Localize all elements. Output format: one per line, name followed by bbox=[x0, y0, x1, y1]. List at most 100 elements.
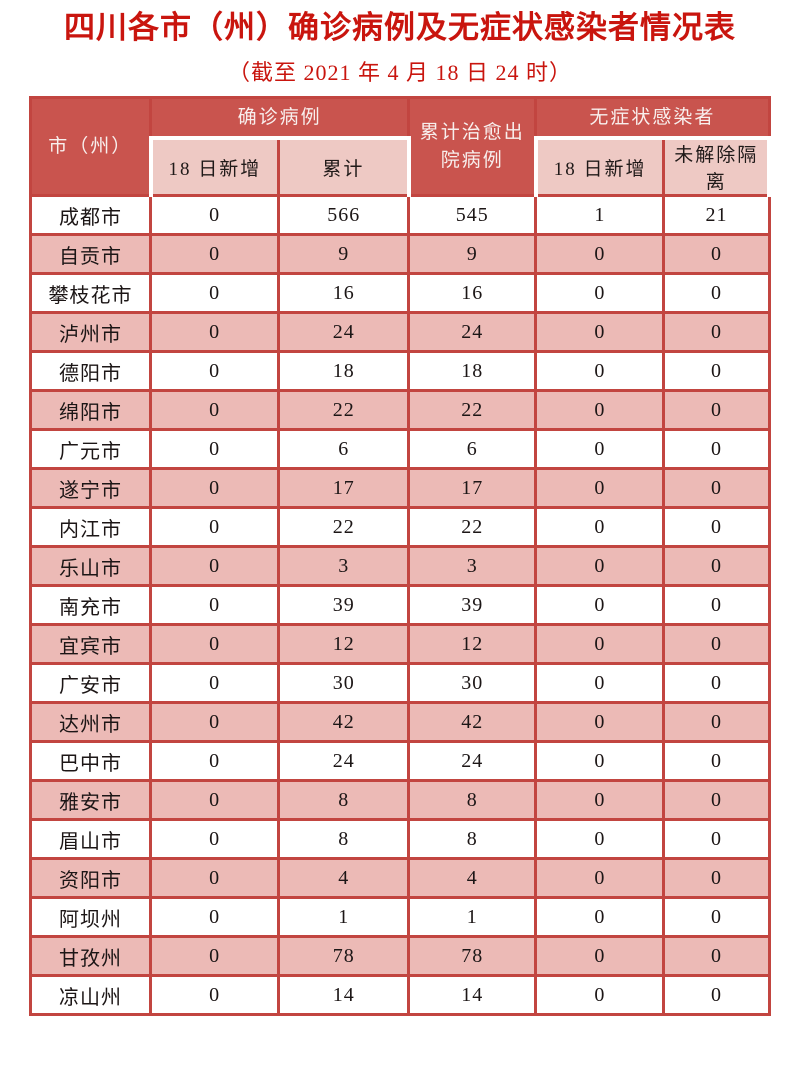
confirmed-total-cell: 39 bbox=[277, 584, 411, 627]
asym-new-cell: 0 bbox=[534, 740, 666, 783]
asym-quar-cell: 0 bbox=[662, 935, 771, 978]
cured-cell: 78 bbox=[407, 935, 538, 978]
asym-quar-cell: 0 bbox=[662, 350, 771, 393]
city-cell: 德阳市 bbox=[28, 350, 153, 393]
table-row: 乐山市 0 3 3 0 0 bbox=[28, 545, 771, 588]
confirmed-new-cell: 0 bbox=[149, 662, 281, 705]
table-row: 阿坝州 0 1 1 0 0 bbox=[28, 896, 771, 939]
cured-cell: 24 bbox=[407, 311, 538, 354]
confirmed-total-cell: 42 bbox=[277, 701, 411, 744]
cured-cell: 8 bbox=[407, 818, 538, 861]
confirmed-total-cell: 16 bbox=[277, 272, 411, 315]
asym-new-cell: 0 bbox=[534, 701, 666, 744]
asym-quar-cell: 0 bbox=[662, 818, 771, 861]
table-body: 成都市 0 566 545 1 21 自贡市 0 9 9 0 0 攀枝花市 0 16 16 0 0 泸州市 0 24 24… bbox=[28, 194, 771, 1017]
cured-cell: 17 bbox=[407, 467, 538, 510]
confirmed-total-cell: 78 bbox=[277, 935, 411, 978]
asym-new-cell: 0 bbox=[534, 779, 666, 822]
cured-cell: 9 bbox=[407, 233, 538, 276]
asym-quar-cell: 0 bbox=[662, 896, 771, 939]
confirmed-total-cell: 18 bbox=[277, 350, 411, 393]
confirmed-total-cell: 24 bbox=[277, 740, 411, 783]
confirmed-total-cell: 22 bbox=[277, 506, 411, 549]
asym-quar-cell: 0 bbox=[662, 662, 771, 705]
table-row: 攀枝花市 0 16 16 0 0 bbox=[28, 272, 771, 315]
confirmed-total-cell: 8 bbox=[277, 818, 411, 861]
cured-cell: 545 bbox=[407, 194, 538, 237]
header-confirmed-new: 18 日新增 bbox=[148, 136, 281, 198]
confirmed-new-cell: 0 bbox=[149, 623, 281, 666]
header-confirmed-group: 确诊病例 bbox=[149, 95, 411, 140]
header-asymptomatic-group: 无症状感染者 bbox=[534, 95, 771, 140]
asym-new-cell: 0 bbox=[534, 623, 666, 666]
city-cell: 广元市 bbox=[28, 428, 153, 471]
confirmed-new-cell: 0 bbox=[149, 389, 281, 432]
asym-quar-cell: 0 bbox=[662, 467, 771, 510]
city-cell: 内江市 bbox=[28, 506, 153, 549]
asym-new-cell: 0 bbox=[534, 584, 666, 627]
table-row: 内江市 0 22 22 0 0 bbox=[28, 506, 771, 549]
table-row: 甘孜州 0 78 78 0 0 bbox=[28, 935, 771, 978]
confirmed-new-cell: 0 bbox=[149, 428, 281, 471]
table-row: 雅安市 0 8 8 0 0 bbox=[28, 779, 771, 822]
header-city: 市（州） bbox=[28, 95, 153, 198]
confirmed-new-cell: 0 bbox=[149, 584, 281, 627]
cured-cell: 14 bbox=[407, 974, 538, 1017]
asym-new-cell: 0 bbox=[534, 311, 666, 354]
asym-quar-cell: 0 bbox=[662, 545, 771, 588]
asym-new-cell: 0 bbox=[534, 818, 666, 861]
city-cell: 绵阳市 bbox=[28, 389, 153, 432]
confirmed-total-cell: 4 bbox=[277, 857, 411, 900]
confirmed-total-cell: 14 bbox=[277, 974, 411, 1017]
asym-new-cell: 0 bbox=[534, 233, 666, 276]
asym-quar-cell: 0 bbox=[662, 857, 771, 900]
table-row: 德阳市 0 18 18 0 0 bbox=[28, 350, 771, 393]
confirmed-new-cell: 0 bbox=[149, 818, 281, 861]
city-cell: 眉山市 bbox=[28, 818, 153, 861]
table-row: 成都市 0 566 545 1 21 bbox=[28, 194, 771, 237]
cured-cell: 22 bbox=[407, 389, 538, 432]
confirmed-new-cell: 0 bbox=[149, 740, 281, 783]
table-row: 凉山州 0 14 14 0 0 bbox=[28, 974, 771, 1017]
city-cell: 广安市 bbox=[28, 662, 153, 705]
asym-quar-cell: 0 bbox=[662, 506, 771, 549]
city-cell: 阿坝州 bbox=[28, 896, 153, 939]
asym-new-cell: 0 bbox=[534, 896, 666, 939]
covid-cases-table: 市（州） 确诊病例 累计治愈出院病例 无症状感染者 18 日新增 累计 18 日… bbox=[28, 95, 772, 1017]
cured-cell: 16 bbox=[407, 272, 538, 315]
report-page: 四川各市（州）确诊病例及无症状感染者情况表 （截至 2021 年 4 月 18 … bbox=[0, 9, 800, 1069]
table-row: 广元市 0 6 6 0 0 bbox=[28, 428, 771, 471]
asym-new-cell: 0 bbox=[534, 389, 666, 432]
confirmed-new-cell: 0 bbox=[149, 467, 281, 510]
cured-cell: 8 bbox=[407, 779, 538, 822]
cured-cell: 3 bbox=[407, 545, 538, 588]
confirmed-new-cell: 0 bbox=[149, 506, 281, 549]
city-cell: 南充市 bbox=[28, 584, 153, 627]
confirmed-total-cell: 17 bbox=[277, 467, 411, 510]
confirmed-new-cell: 0 bbox=[149, 194, 281, 237]
asym-new-cell: 0 bbox=[534, 428, 666, 471]
cured-cell: 42 bbox=[407, 701, 538, 744]
table-row: 广安市 0 30 30 0 0 bbox=[28, 662, 771, 705]
confirmed-new-cell: 0 bbox=[149, 974, 281, 1017]
asym-quar-cell: 0 bbox=[662, 701, 771, 744]
asym-quar-cell: 0 bbox=[662, 779, 771, 822]
asym-new-cell: 0 bbox=[534, 974, 666, 1017]
asym-new-cell: 0 bbox=[534, 506, 666, 549]
table-row: 绵阳市 0 22 22 0 0 bbox=[28, 389, 771, 432]
cured-cell: 22 bbox=[407, 506, 538, 549]
confirmed-new-cell: 0 bbox=[149, 272, 281, 315]
city-cell: 达州市 bbox=[28, 701, 153, 744]
confirmed-new-cell: 0 bbox=[149, 545, 281, 588]
cured-cell: 18 bbox=[407, 350, 538, 393]
table-row: 眉山市 0 8 8 0 0 bbox=[28, 818, 771, 861]
asym-new-cell: 0 bbox=[534, 857, 666, 900]
confirmed-new-cell: 0 bbox=[149, 857, 281, 900]
header-asymptomatic-new: 18 日新增 bbox=[533, 136, 666, 198]
confirmed-total-cell: 12 bbox=[277, 623, 411, 666]
confirmed-total-cell: 1 bbox=[277, 896, 411, 939]
table-row: 遂宁市 0 17 17 0 0 bbox=[28, 467, 771, 510]
table-row: 南充市 0 39 39 0 0 bbox=[28, 584, 771, 627]
confirmed-total-cell: 566 bbox=[277, 194, 411, 237]
confirmed-new-cell: 0 bbox=[149, 896, 281, 939]
